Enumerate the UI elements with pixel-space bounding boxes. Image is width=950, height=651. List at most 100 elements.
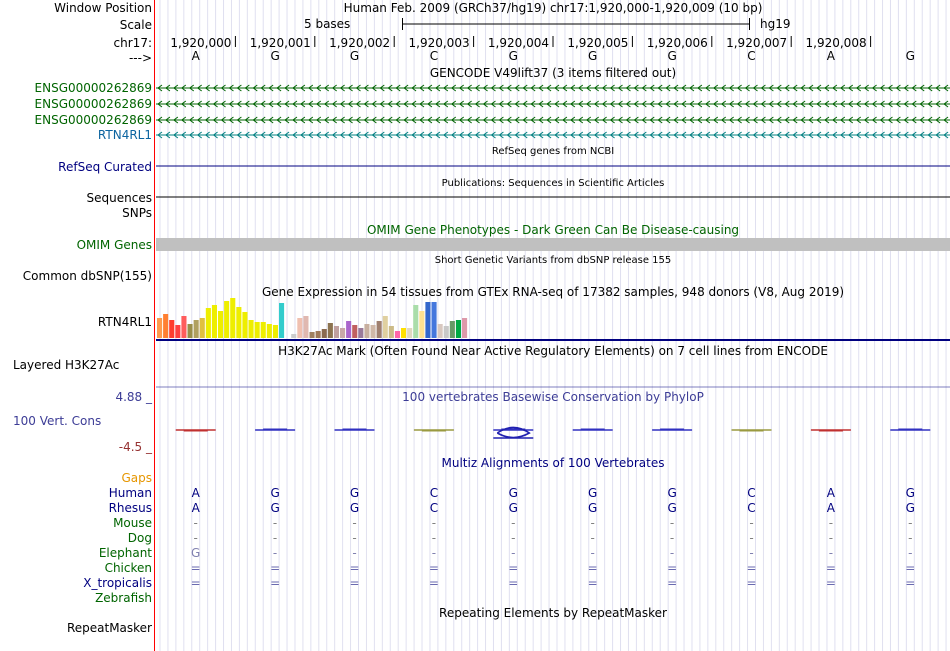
alignment-cell: C [747,501,756,515]
alignment-cell: = [667,576,678,590]
gencode-track-label[interactable]: ENSG00000262869 [34,81,152,95]
alignment-cell: - [669,546,675,560]
species-label: Rhesus [108,501,152,515]
phylop-max-label: 4.88 _ [115,390,152,404]
h3k27ac-label[interactable]: Layered H3K27Ac [13,358,120,372]
alignment-cell: - [908,546,913,560]
alignment-cell: = [508,576,519,590]
alignment-cell: G [508,501,518,515]
alignment-cell: G [191,546,201,560]
strand-arrow-label: ---> [128,51,152,65]
species-label: X_tropicalis [83,576,152,590]
alignment-cell: = [667,561,678,575]
gtex-bar [443,326,449,338]
phylop-label[interactable]: 100 Vert. Cons [13,414,102,428]
base-letter: C [429,49,439,63]
alignment-cell: - [193,531,198,545]
gtex-bar [230,298,236,338]
gtex-bar [394,331,400,338]
gencode-track-label[interactable]: ENSG00000262869 [34,113,152,127]
alignment-cell: - [352,546,357,560]
alignment-cell: G [588,486,598,500]
base-letter: G [588,49,598,63]
snps-label[interactable]: SNPs [122,206,152,220]
phylop-peak [496,426,531,439]
alignment-cell: = [746,576,757,590]
rtn4rl1-gene-label[interactable]: RTN4RL1 [97,128,152,142]
strand-arrows [157,100,949,108]
gtex-bar [193,320,199,338]
gtex-bar [175,325,181,338]
strand-arrows [157,131,949,139]
alignment-cell: = [428,576,439,590]
alignment-cell: - [590,516,595,530]
species-label: Dog [127,531,152,545]
alignment-cell: - [431,516,437,530]
gtex-bar [370,325,376,338]
alignment-cell: = [428,561,439,575]
alignment-cell: - [272,531,278,545]
alignment-cell: - [511,546,516,560]
scale-text: 5 bases [304,17,351,31]
alignment-cell: = [270,561,281,575]
assembly-label: hg19 [760,17,791,31]
gtex-bar [242,312,248,338]
scale-label: Scale [119,18,152,32]
alignment-cell: - [669,531,675,545]
base-letter: C [747,49,756,63]
alignment-cell: - [511,531,516,545]
alignment-cell: G [905,501,915,515]
gtex-bar [309,332,315,338]
gaps-label[interactable]: Gaps [121,471,152,485]
gtex-bar [462,318,468,338]
alignment-cell: = [905,576,916,590]
gtex-bar [455,320,461,338]
omim-title: OMIM Gene Phenotypes - Dark Green Can Be… [366,223,740,237]
gtex-bar [211,305,217,338]
alignment-cell: - [431,546,437,560]
alignment-cell: - [590,531,595,545]
gtex-bar [346,321,352,338]
strand-arrows [157,84,949,92]
position-tick-label: 1,920,007 [726,36,788,50]
gtex-bar [187,324,193,338]
base-letter: G [349,49,360,63]
alignment-cell: = [905,561,916,575]
gtex-bar [297,318,303,338]
alignment-cell: G [270,501,280,515]
alignment-cell: C [429,486,439,500]
refseq-label[interactable]: RefSeq Curated [58,160,152,174]
dbsnp-title: Short Genetic Variants from dbSNP releas… [434,255,672,266]
gencode-track-label[interactable]: ENSG00000262869 [34,97,152,111]
alignment-cell: - [669,516,675,530]
gtex-label[interactable]: RTN4RL1 [97,315,152,329]
publications-label[interactable]: Sequences [86,191,152,205]
alignment-cell: = [587,561,598,575]
gtex-bar [340,328,346,338]
gtex-bar [333,326,339,338]
base-letter: G [508,49,518,63]
alignment-cell: G [667,486,677,500]
gtex-bar [224,301,230,338]
alignment-cell: G [349,486,360,500]
dbsnp-label[interactable]: Common dbSNP(155) [22,269,152,283]
gtex-bar [260,322,266,338]
gtex-bar [248,320,254,338]
alignment-cell: = [349,561,360,575]
alignment-cell: C [429,501,439,515]
alignment-cell: G [349,501,360,515]
species-label: Chicken [104,561,152,575]
gtex-bar [352,325,358,338]
species-label: Zebrafish [95,591,152,605]
omim-label[interactable]: OMIM Genes [76,238,152,252]
alignment-cell: G [588,501,598,515]
repeatmasker-label[interactable]: RepeatMasker [66,621,152,635]
gtex-bar [425,302,431,338]
window-position-label: Window Position [54,1,152,15]
alignment-cell: A [826,486,835,500]
alignment-cell: - [511,516,516,530]
gtex-bar [291,334,297,338]
position-tick-label: 1,920,005 [567,36,629,50]
gtex-bar [327,323,333,338]
